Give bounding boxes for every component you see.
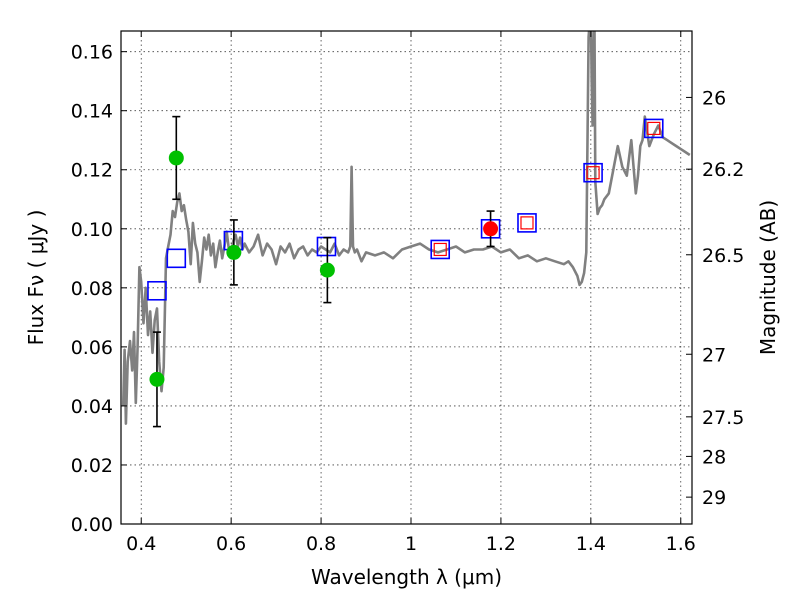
x-tick-label: 1.2 bbox=[486, 533, 516, 555]
y2-tick-label: 29 bbox=[702, 487, 726, 509]
y2-tick-label: 26.5 bbox=[702, 245, 744, 267]
plot-frame bbox=[120, 30, 693, 525]
y-tick-label: 0.08 bbox=[71, 278, 113, 300]
x-tick-label: 1.4 bbox=[576, 533, 606, 555]
y2-tick-label: 27.5 bbox=[702, 407, 744, 429]
y2-tick-label: 26 bbox=[702, 87, 726, 109]
grid bbox=[121, 31, 692, 525]
model-sed-line bbox=[121, 31, 691, 425]
x-axis-label: Wavelength λ (μm) bbox=[311, 565, 502, 589]
observed-flux-point bbox=[226, 244, 242, 260]
x-tick-label: 1 bbox=[405, 533, 417, 555]
model-photometry-point bbox=[430, 239, 451, 260]
y2-tick-label: 27 bbox=[702, 344, 726, 366]
x-tick-label: 0.4 bbox=[126, 533, 156, 555]
y-tick-label: 0.02 bbox=[71, 455, 113, 477]
x-tick-label: 1.6 bbox=[666, 533, 696, 555]
y-tick-label: 0.10 bbox=[71, 219, 113, 241]
y2-tick-label: 28 bbox=[702, 446, 726, 468]
model-photometry-point bbox=[517, 213, 537, 233]
model-photometry-point bbox=[147, 280, 167, 301]
observed-flux-point bbox=[149, 371, 165, 387]
y-tick-label: 0.06 bbox=[71, 337, 113, 359]
model-photometry-point bbox=[643, 118, 664, 139]
y2-tick-label: 26.2 bbox=[702, 159, 744, 181]
model-photometry-point bbox=[166, 248, 187, 269]
detected-band-point bbox=[647, 121, 661, 136]
y-tick-label: 0.16 bbox=[71, 42, 113, 64]
plot-area bbox=[121, 31, 691, 428]
observed-flux-point bbox=[483, 221, 499, 237]
detected-band-point bbox=[433, 242, 447, 257]
y-tick-label: 0.14 bbox=[71, 101, 113, 123]
model-photometry-point bbox=[583, 162, 603, 183]
observed-flux-point bbox=[168, 150, 184, 166]
y2-axis-label: Magnitude (AB) bbox=[756, 200, 780, 355]
y-tick-label: 0.12 bbox=[71, 160, 113, 182]
observed-flux-point bbox=[319, 262, 335, 278]
x-tick-label: 0.8 bbox=[306, 533, 336, 555]
axes-ticks: 0.4 0.6 0.8 1 1.2 1.4 1.6 0.00 0.02 0.04 0.06 0.08 0… bbox=[71, 31, 744, 555]
x-tick-label: 0.6 bbox=[216, 533, 246, 555]
y-tick-label: 0.00 bbox=[71, 514, 113, 536]
y-axis-label: Flux Fν ( μJy ) bbox=[24, 210, 48, 346]
y-tick-label: 0.04 bbox=[71, 396, 113, 418]
detected-band-point bbox=[586, 166, 600, 180]
detected-band-point bbox=[520, 216, 534, 230]
